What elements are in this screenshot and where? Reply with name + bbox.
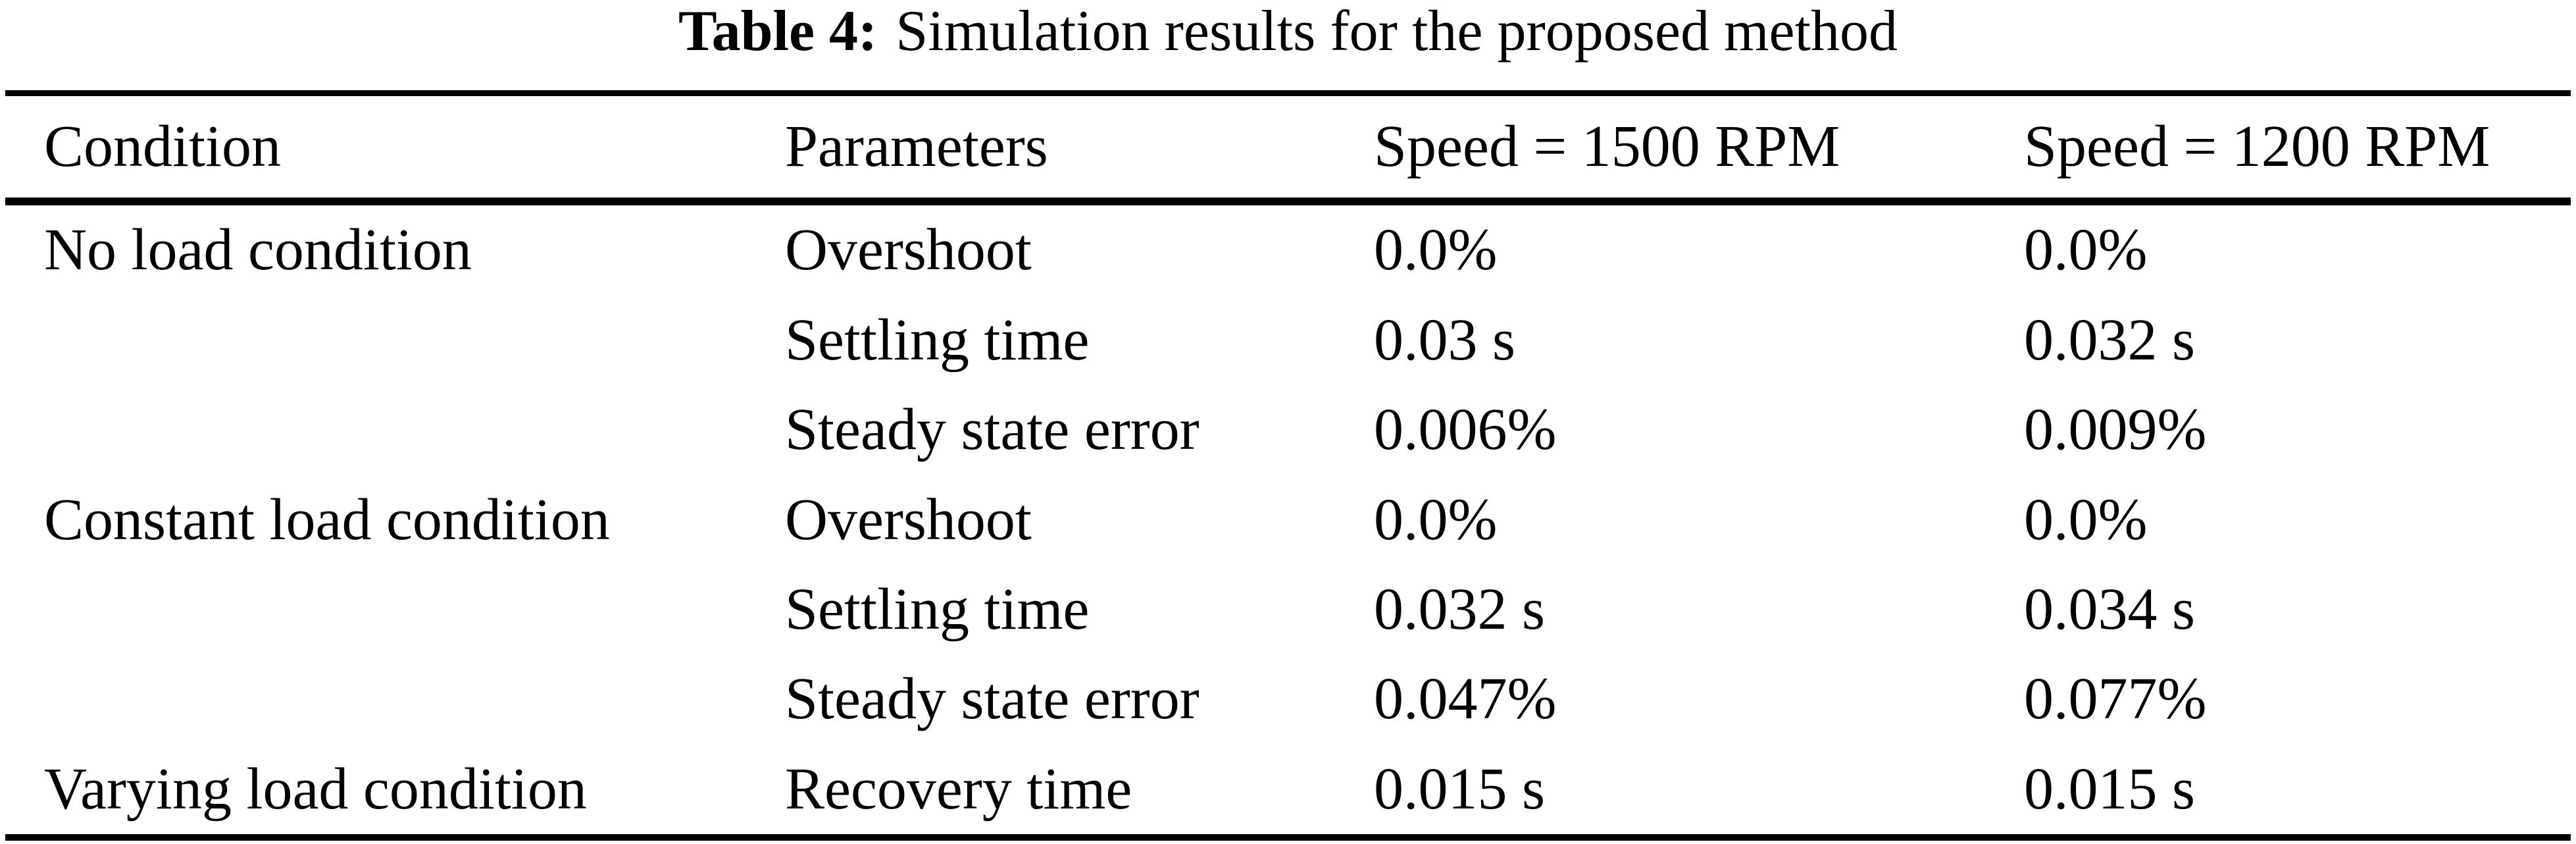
cell-speed-1200: 0.0% xyxy=(2024,487,2148,552)
cell-parameter: Steady state error xyxy=(785,397,1200,462)
cell-speed-1200: 0.009% xyxy=(2024,397,2207,462)
table-bottom-rule xyxy=(5,834,2571,841)
table-caption-label: Table 4: xyxy=(678,0,878,63)
cell-speed-1500: 0.0% xyxy=(1374,217,1498,282)
cell-parameter: Settling time xyxy=(785,577,1090,642)
header-speed-1200: Speed = 1200 RPM xyxy=(2024,114,2490,179)
cell-speed-1500: 0.047% xyxy=(1374,666,1557,731)
table-row: Varying load condition Recovery time 0.0… xyxy=(0,744,2576,834)
header-condition: Condition xyxy=(44,114,282,179)
table-caption-text: Simulation results for the proposed meth… xyxy=(896,0,1898,63)
table-row: Settling time 0.032 s 0.034 s xyxy=(0,565,2576,654)
cell-parameter: Overshoot xyxy=(785,217,1032,282)
cell-condition: Constant load condition xyxy=(44,487,610,552)
header-parameters: Parameters xyxy=(785,114,1048,179)
table-row: Constant load condition Overshoot 0.0% 0… xyxy=(0,475,2576,565)
cell-parameter: Steady state error xyxy=(785,666,1200,731)
table-row: Steady state error 0.047% 0.077% xyxy=(0,654,2576,744)
cell-speed-1200: 0.015 s xyxy=(2024,756,2196,822)
table-top-rule xyxy=(5,90,2571,96)
table-row: Settling time 0.03 s 0.032 s xyxy=(0,295,2576,385)
cell-speed-1500: 0.03 s xyxy=(1374,307,1516,373)
cell-speed-1500: 0.006% xyxy=(1374,397,1557,462)
cell-speed-1500: 0.032 s xyxy=(1374,577,1546,642)
table-row: No load condition Overshoot 0.0% 0.0% xyxy=(0,205,2576,295)
cell-speed-1200: 0.034 s xyxy=(2024,577,2196,642)
cell-parameter: Settling time xyxy=(785,307,1090,373)
cell-condition: No load condition xyxy=(44,217,472,282)
table-caption: Table 4: Simulation results for the propo… xyxy=(0,3,2576,61)
cell-parameter: Overshoot xyxy=(785,487,1032,552)
header-speed-1500: Speed = 1500 RPM xyxy=(1374,114,1840,179)
cell-speed-1500: 0.015 s xyxy=(1374,756,1546,822)
cell-speed-1500: 0.0% xyxy=(1374,487,1498,552)
table-header-rule xyxy=(5,198,2571,205)
cell-speed-1200: 0.077% xyxy=(2024,666,2207,731)
table-row: Steady state error 0.006% 0.009% xyxy=(0,385,2576,475)
cell-condition: Varying load condition xyxy=(44,756,587,822)
cell-speed-1200: 0.0% xyxy=(2024,217,2148,282)
cell-parameter: Recovery time xyxy=(785,756,1132,822)
table-header-row: Condition Parameters Speed = 1500 RPM Sp… xyxy=(0,96,2576,198)
cell-speed-1200: 0.032 s xyxy=(2024,307,2196,373)
